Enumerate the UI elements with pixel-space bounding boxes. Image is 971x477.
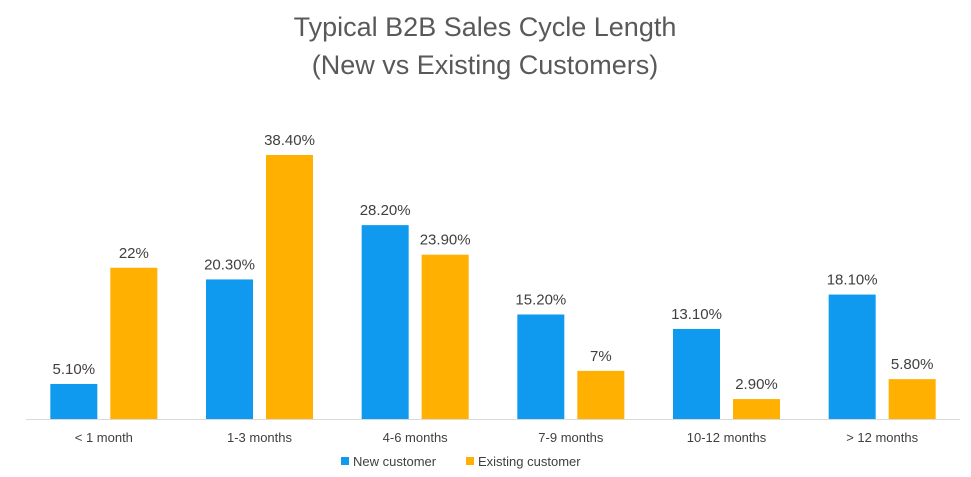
legend: New customer Existing customer [341,454,581,469]
bar-existing-5 [888,379,936,420]
data-label-new-4: 13.10% [671,306,722,323]
bar-existing-1 [266,155,313,419]
data-label-new-0: 5.10% [53,361,96,378]
x-tick-label-5: > 12 months [846,430,918,445]
bars-layer [50,155,936,420]
x-tick-label-0: < 1 month [75,430,133,445]
data-labels-layer: 5.10% 22% 20.30% 38.40% 28.20% 23.90% 15.20% 7%… [53,132,934,393]
data-label-existing-4: 2.90% [735,376,778,393]
bar-existing-3 [577,370,625,420]
data-label-existing-2: 23.90% [420,232,471,249]
legend-swatch-existing [466,457,474,465]
bar-new-5 [828,294,876,419]
legend-label-existing: Existing customer [478,454,581,469]
data-label-existing-1: 38.40% [264,132,315,149]
bar-existing-2 [421,254,469,419]
bar-new-0 [50,383,98,419]
data-label-new-3: 15.20% [515,292,566,309]
legend-swatch-new [341,457,349,465]
x-tick-labels: < 1 month 1-3 months 4-6 months 7-9 months 1… [75,430,919,445]
data-label-new-2: 28.20% [360,202,411,219]
data-label-new-5: 18.10% [827,272,878,289]
bar-existing-0 [110,267,158,419]
x-tick-label-3: 7-9 months [538,430,604,445]
bar-new-1 [206,279,253,419]
legend-label-new: New customer [353,454,437,469]
bar-new-3 [517,314,565,419]
data-label-existing-3: 7% [590,348,612,365]
chart-title: Typical B2B Sales Cycle Length [294,12,677,42]
data-label-existing-0: 22% [119,245,149,262]
x-tick-label-4: 10-12 months [687,430,767,445]
data-label-existing-5: 5.80% [891,356,934,373]
x-tick-label-1: 1-3 months [227,430,293,445]
bar-new-2 [361,225,409,420]
data-label-new-1: 20.30% [204,256,255,273]
bar-existing-4 [733,399,780,419]
x-tick-label-2: 4-6 months [383,430,449,445]
chart-subtitle: (New vs Existing Customers) [312,50,659,80]
bar-new-4 [673,328,720,419]
